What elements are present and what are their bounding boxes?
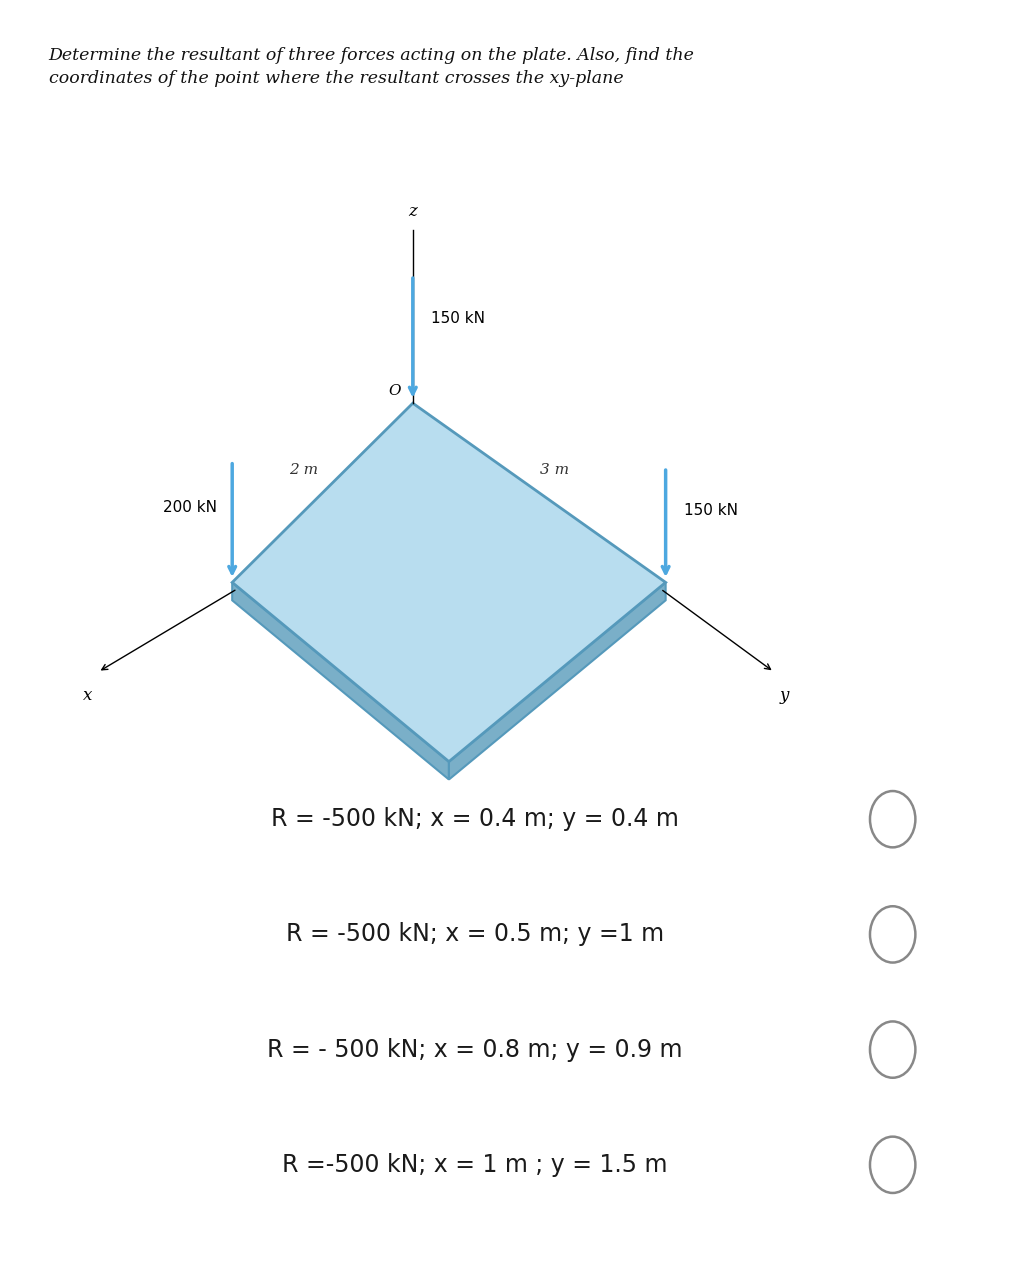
- Text: x: x: [83, 687, 93, 704]
- Polygon shape: [449, 582, 666, 780]
- Text: 150 kN: 150 kN: [431, 311, 485, 326]
- Text: R = -500 kN; x = 0.5 m; y =1 m: R = -500 kN; x = 0.5 m; y =1 m: [286, 923, 664, 946]
- Text: z: z: [409, 204, 417, 220]
- Text: R = -500 kN; x = 0.4 m; y = 0.4 m: R = -500 kN; x = 0.4 m; y = 0.4 m: [270, 808, 679, 831]
- Text: O: O: [388, 384, 400, 398]
- Text: Determine the resultant of three forces acting on the plate. Also, find the: Determine the resultant of three forces …: [49, 47, 695, 64]
- Text: R = - 500 kN; x = 0.8 m; y = 0.9 m: R = - 500 kN; x = 0.8 m; y = 0.9 m: [267, 1038, 682, 1061]
- Text: R =-500 kN; x = 1 m ; y = 1.5 m: R =-500 kN; x = 1 m ; y = 1.5 m: [282, 1153, 668, 1176]
- Text: 200 kN: 200 kN: [163, 500, 217, 515]
- Text: 150 kN: 150 kN: [684, 503, 738, 518]
- Text: 2 m: 2 m: [289, 463, 319, 477]
- Polygon shape: [232, 403, 666, 762]
- Text: coordinates of the point where the resultant crosses the xy-plane: coordinates of the point where the resul…: [49, 70, 623, 87]
- Polygon shape: [232, 582, 449, 780]
- Text: y: y: [779, 687, 789, 704]
- Text: 3 m: 3 m: [540, 463, 570, 477]
